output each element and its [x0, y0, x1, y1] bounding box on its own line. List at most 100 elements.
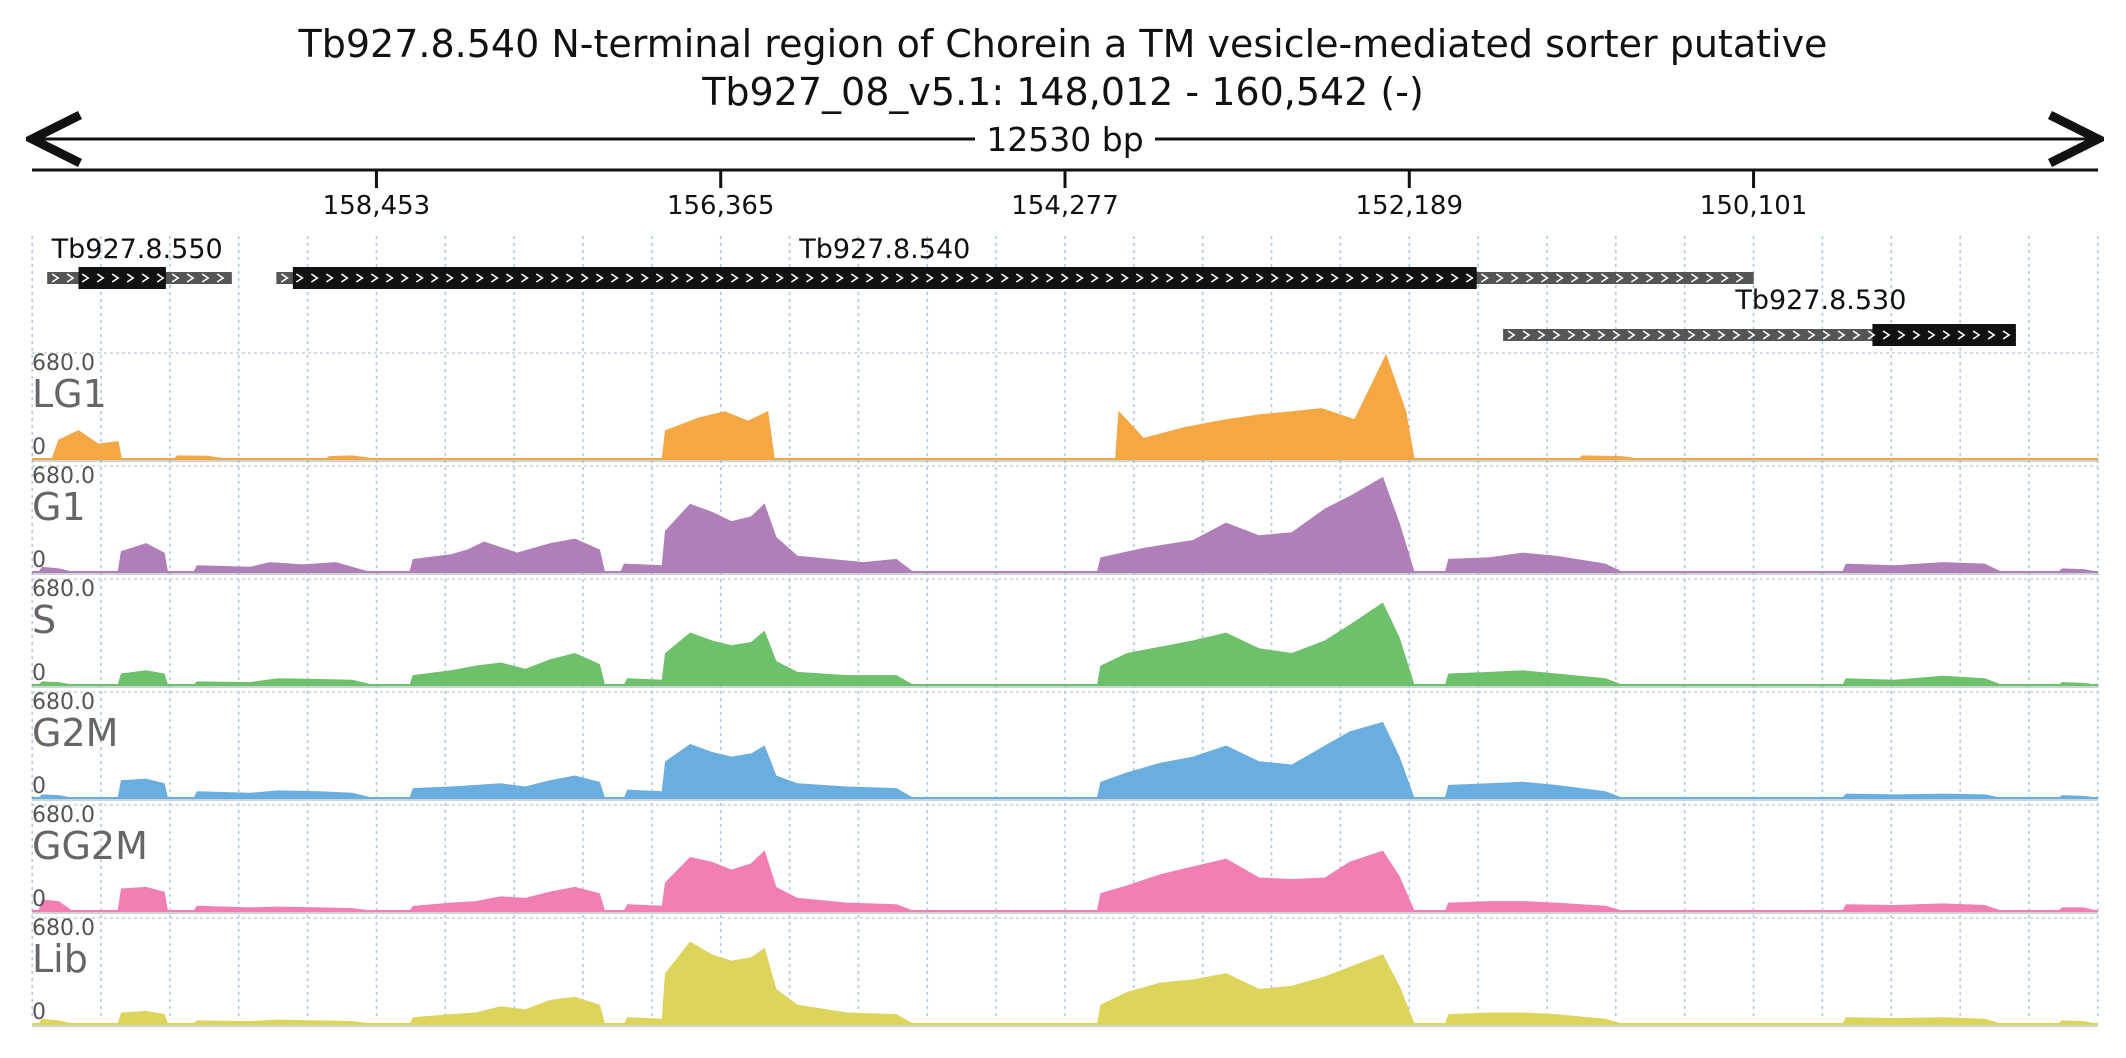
strand-chevron — [880, 273, 889, 283]
strand-chevron — [1420, 273, 1429, 283]
strand-chevron — [96, 273, 105, 283]
strand-chevron — [1510, 273, 1519, 283]
strand-chevron — [1540, 273, 1549, 283]
strand-chevron — [670, 273, 679, 283]
strand-chevron — [820, 273, 829, 283]
strand-chevron — [310, 273, 319, 283]
strand-chevron — [141, 273, 150, 283]
strand-chevron — [1405, 273, 1414, 283]
gene-model: Tb927.8.550 — [47, 234, 232, 289]
strand-chevron — [156, 273, 165, 283]
axis-tick-label: 156,365 — [667, 191, 775, 221]
gene-label: Tb927.8.550 — [51, 234, 223, 265]
coverage-area — [38, 850, 2097, 912]
strand-chevron — [910, 273, 919, 283]
strand-chevron — [1720, 273, 1729, 283]
track-name: G1 — [32, 485, 86, 529]
axis-tick-label: 154,277 — [1011, 191, 1119, 221]
track-name: LG1 — [32, 372, 107, 416]
strand-chevron — [2002, 330, 2011, 340]
strand-chevron — [940, 273, 949, 283]
strand-chevron — [1972, 330, 1981, 340]
track-min-label: 0 — [32, 887, 46, 912]
strand-chevron — [81, 273, 90, 283]
strand-chevron — [385, 273, 394, 283]
strand-chevron — [1390, 273, 1399, 283]
strand-chevron — [1762, 330, 1771, 340]
strand-chevron — [535, 273, 544, 283]
chart-title: Tb927.8.540 N-terminal region of Chorein… — [298, 22, 1828, 66]
strand-chevron — [1135, 273, 1144, 283]
strand-chevron — [1867, 330, 1876, 340]
strand-chevron — [955, 273, 964, 283]
span-length-label: 12530 bp — [986, 120, 1143, 159]
strand-chevron — [925, 273, 934, 283]
strand-chevron — [505, 273, 514, 283]
track-min-label: 0 — [32, 774, 46, 799]
strand-chevron — [1942, 330, 1951, 340]
strand-chevron — [51, 273, 60, 283]
strand-chevron — [1822, 330, 1831, 340]
axis-tick-label: 150,101 — [1700, 191, 1808, 221]
strand-chevron — [475, 273, 484, 283]
strand-chevron — [490, 273, 499, 283]
strand-chevron — [1000, 273, 1009, 283]
strand-chevron — [171, 273, 180, 283]
track-min-label: 0 — [32, 548, 46, 573]
strand-chevron — [1255, 273, 1264, 283]
strand-chevron — [1450, 273, 1459, 283]
strand-chevron — [1330, 273, 1339, 283]
track-name: Lib — [32, 937, 88, 981]
strand-chevron — [1615, 273, 1624, 283]
strand-chevron — [1270, 273, 1279, 283]
strand-chevron — [1225, 273, 1234, 283]
strand-chevron — [1660, 273, 1669, 283]
strand-chevron — [1657, 330, 1666, 340]
strand-chevron — [66, 273, 75, 283]
strand-chevron — [985, 273, 994, 283]
strand-chevron — [430, 273, 439, 283]
strand-chevron — [126, 273, 135, 283]
strand-chevron — [1582, 330, 1591, 340]
strand-chevron — [1120, 273, 1129, 283]
strand-chevron — [865, 273, 874, 283]
strand-chevron — [216, 273, 225, 283]
strand-chevron — [370, 273, 379, 283]
track-name: S — [32, 598, 56, 642]
track-max-label: 680.0 — [32, 916, 95, 941]
strand-chevron — [565, 273, 574, 283]
coverage-area — [37, 721, 2097, 799]
strand-chevron — [895, 273, 904, 283]
strand-chevron — [1507, 330, 1516, 340]
coverage-area — [37, 476, 2097, 573]
strand-chevron — [1315, 273, 1324, 283]
strand-chevron — [1015, 273, 1024, 283]
strand-chevron — [1150, 273, 1159, 283]
strand-chevron — [1555, 273, 1564, 283]
strand-chevron — [1912, 330, 1921, 340]
strand-chevron — [1852, 330, 1861, 340]
strand-chevron — [340, 273, 349, 283]
strand-chevron — [700, 273, 709, 283]
strand-chevron — [1045, 273, 1054, 283]
vertical-gridlines — [31, 236, 2099, 1020]
strand-chevron — [1717, 330, 1726, 340]
strand-chevron — [1567, 330, 1576, 340]
track-g1: 680.0G1 0 — [32, 464, 2098, 575]
track-min-label: 0 — [32, 1000, 46, 1025]
strand-chevron — [1882, 330, 1891, 340]
strand-chevron — [1525, 273, 1534, 283]
strand-chevron — [1792, 330, 1801, 340]
strand-chevron — [280, 273, 289, 283]
strand-chevron — [1495, 273, 1504, 283]
strand-chevron — [1375, 273, 1384, 283]
strand-chevron — [1732, 330, 1741, 340]
gene-label: Tb927.8.530 — [1734, 285, 1906, 316]
genomic-axis: 158,453 156,365 154,277 152,189 150,101 — [32, 168, 2098, 221]
strand-chevron — [111, 273, 120, 283]
strand-chevron — [1927, 330, 1936, 340]
strand-chevron — [1987, 330, 1996, 340]
coverage-area — [37, 941, 2097, 1025]
